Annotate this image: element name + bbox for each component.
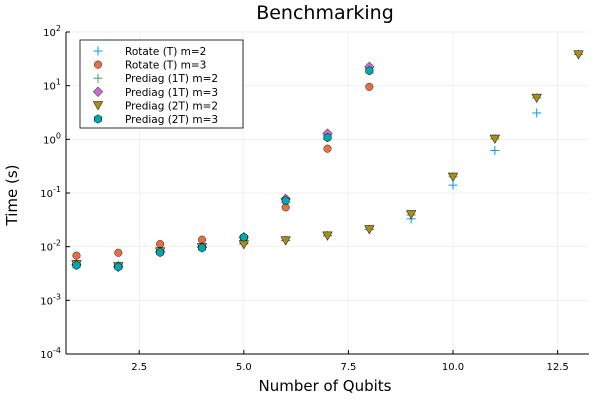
- chart-title: Benchmarking: [256, 2, 394, 24]
- legend-entry: Prediag (1T) m=2: [93, 73, 218, 85]
- data-point: [490, 145, 500, 155]
- legend-marker: [93, 73, 103, 83]
- data-point: [72, 251, 81, 260]
- legend-marker: [93, 46, 103, 56]
- data-point: [72, 260, 81, 270]
- legend-marker: [94, 114, 102, 124]
- data-point: [447, 172, 459, 182]
- data-point: [573, 50, 584, 60]
- legend-entry: Rotate (T) m=2: [93, 46, 206, 58]
- data-point: [531, 93, 542, 104]
- data-point: [156, 247, 165, 258]
- data-point: [239, 232, 248, 242]
- data-point: [198, 243, 206, 253]
- data-point: [365, 82, 374, 91]
- y-tick-label: 102: [43, 24, 61, 39]
- data-point: [281, 196, 290, 206]
- legend-entry: Prediag (1T) m=3: [92, 86, 218, 99]
- data-point: [364, 225, 375, 235]
- data-point: [114, 248, 123, 257]
- plot-axes: 2.5 5.0 7.5 10.0 12.5 10-4 10-3 10-2 10-1 100 101 1…: [40, 24, 589, 373]
- data-point: [532, 108, 542, 118]
- legend-label: Prediag (1T) m=3: [125, 87, 218, 99]
- data-point: [323, 144, 332, 153]
- legend-marker: [92, 86, 104, 97]
- x-tick-label: 2.5: [131, 362, 147, 373]
- data-points: [71, 50, 584, 273]
- data-point: [280, 236, 291, 246]
- legend-marker: [93, 60, 102, 69]
- legend-label: Prediag (2T) m=3: [125, 114, 218, 126]
- data-point: [365, 66, 374, 76]
- data-point: [323, 132, 332, 143]
- x-tick-label: 7.5: [340, 362, 356, 373]
- y-axis-label: Time (s): [3, 165, 21, 227]
- y-tick-label: 10-2: [40, 239, 61, 254]
- legend-entry: Prediag (2T) m=2: [92, 100, 218, 112]
- y-tick-label: 10-1: [40, 185, 61, 200]
- legend-label: Prediag (2T) m=2: [125, 100, 218, 112]
- data-point: [448, 180, 458, 190]
- data-point: [114, 262, 123, 272]
- x-axis-label: Number of Qubits: [259, 377, 392, 395]
- y-tick-label: 101: [43, 78, 61, 93]
- data-point: [405, 210, 417, 220]
- series-6: [72, 66, 374, 272]
- legend-label: Rotate (T) m=3: [125, 60, 206, 72]
- y-tick-label: 100: [43, 131, 61, 146]
- legend-label: Rotate (T) m=2: [125, 46, 206, 58]
- data-point: [489, 134, 501, 144]
- x-tick-label: 5.0: [236, 362, 252, 373]
- y-tick-label: 10-3: [40, 292, 61, 307]
- data-point: [156, 240, 165, 249]
- x-tick-label: 12.5: [546, 362, 568, 373]
- legend-entry: Rotate (T) m=3: [93, 60, 206, 72]
- legend-entry: Prediag (2T) m=3: [94, 114, 218, 126]
- x-tick-label: 10.0: [442, 362, 464, 373]
- data-point: [322, 231, 333, 241]
- legend-marker: [92, 101, 104, 111]
- legend-label: Prediag (1T) m=2: [125, 73, 218, 85]
- legend-box: [79, 39, 244, 129]
- y-tick-label: 10-4: [40, 346, 61, 361]
